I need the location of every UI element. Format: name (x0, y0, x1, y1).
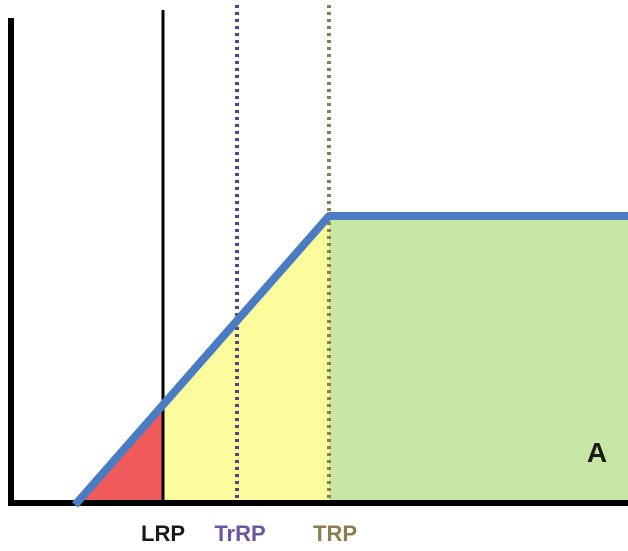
lrp-label: LRP (141, 521, 185, 546)
trp-label: TRP (313, 521, 357, 546)
trrp-label: TrRP (214, 521, 265, 546)
yellow-region (163, 216, 329, 503)
region-a-label: A (587, 437, 607, 468)
green-region (329, 216, 628, 503)
control-curve (71, 212, 628, 508)
